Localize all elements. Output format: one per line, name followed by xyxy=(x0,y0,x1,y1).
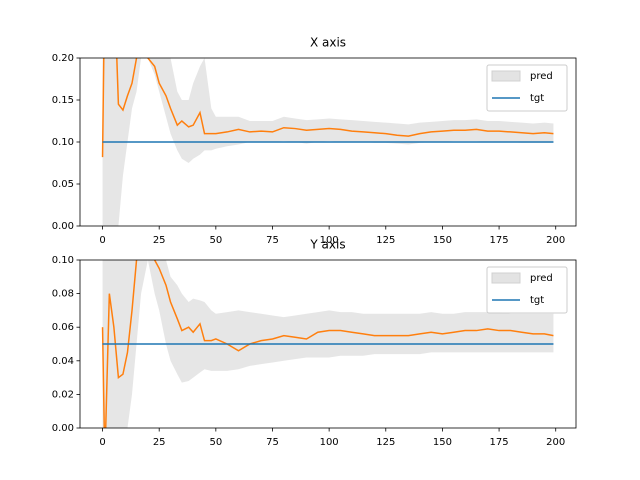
chart-title: Y axis xyxy=(309,238,345,252)
x-tick-label: 200 xyxy=(546,437,565,448)
y-tick-label: 0.02 xyxy=(52,389,74,400)
x-tick-label: 175 xyxy=(490,235,509,246)
y-tick-label: 0.00 xyxy=(52,221,74,232)
x-tick-label: 0 xyxy=(99,437,105,448)
line xyxy=(101,58,554,158)
y-tick-label: 0.10 xyxy=(52,255,74,266)
x-tick-label: 125 xyxy=(376,235,395,246)
x-tick-label: 100 xyxy=(320,437,339,448)
chart-title: X axis xyxy=(310,36,346,50)
y-tick-label: 0.04 xyxy=(52,356,74,367)
x-tick-label: 150 xyxy=(433,235,452,246)
plot-area xyxy=(101,58,554,226)
x-tick-label: 25 xyxy=(153,235,166,246)
x-tick-label: 150 xyxy=(433,437,452,448)
axes-frame xyxy=(79,259,577,429)
y-tick-label: 0.00 xyxy=(52,423,74,434)
x-tick-label: 50 xyxy=(209,437,222,448)
legend-swatch xyxy=(491,70,521,82)
y-tick-label: 0.15 xyxy=(52,95,74,106)
x-tick-label: 125 xyxy=(376,437,395,448)
line xyxy=(101,260,554,428)
x-tick-label: 75 xyxy=(266,437,279,448)
legend-swatch xyxy=(491,272,521,284)
x-tick-label: 25 xyxy=(153,437,166,448)
y-tick-label: 0.05 xyxy=(52,179,74,190)
y-tick-label: 0.10 xyxy=(52,137,74,148)
legend-label: tgt xyxy=(530,93,544,104)
legend-label: pred xyxy=(530,71,553,82)
x-tick-label: 75 xyxy=(266,235,279,246)
x-tick-label: 100 xyxy=(320,235,339,246)
plot-area xyxy=(101,260,554,428)
y-tick-label: 0.20 xyxy=(52,53,74,64)
x-tick-label: 175 xyxy=(490,437,509,448)
y-tick-label: 0.08 xyxy=(52,289,74,300)
x-tick-label: 0 xyxy=(99,235,105,246)
legend-label: tgt xyxy=(530,295,544,306)
y-tick-label: 0.06 xyxy=(52,322,74,333)
legend-label: pred xyxy=(530,273,553,284)
x-tick-label: 50 xyxy=(209,235,222,246)
x-tick-label: 200 xyxy=(546,235,565,246)
